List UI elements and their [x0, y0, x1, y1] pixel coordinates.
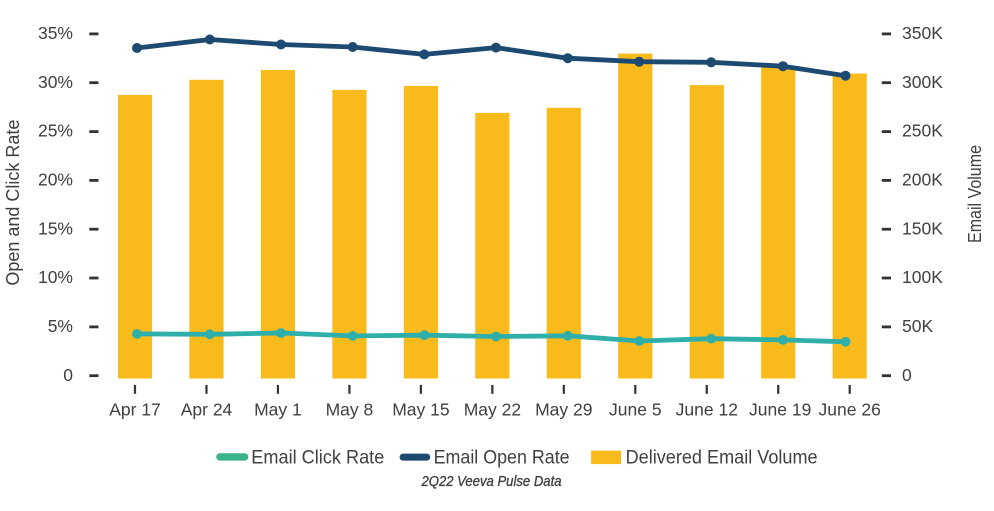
svg-text:30%: 30%: [38, 72, 73, 92]
svg-text:10%: 10%: [38, 267, 73, 287]
svg-text:Open and Click Rate: Open and Click Rate: [3, 120, 23, 286]
svg-text:Email Open Rate: Email Open Rate: [434, 448, 570, 469]
svg-text:350K: 350K: [902, 23, 943, 43]
svg-text:25%: 25%: [38, 121, 73, 141]
svg-text:5%: 5%: [48, 316, 73, 336]
svg-text:Email Volume: Email Volume: [965, 145, 985, 243]
svg-text:June 19: June 19: [749, 399, 811, 419]
svg-text:250K: 250K: [902, 121, 943, 141]
svg-text:May 29: May 29: [535, 399, 592, 419]
svg-text:Apr 17: Apr 17: [109, 399, 161, 419]
svg-text:15%: 15%: [38, 218, 73, 238]
svg-text:May 22: May 22: [464, 399, 521, 419]
svg-text:35%: 35%: [38, 23, 73, 43]
svg-text:300K: 300K: [902, 72, 943, 92]
svg-text:May 1: May 1: [254, 399, 302, 419]
svg-text:Email Click Rate: Email Click Rate: [251, 448, 384, 469]
svg-text:150K: 150K: [902, 218, 943, 238]
svg-text:200K: 200K: [902, 170, 943, 190]
svg-text:June 5: June 5: [609, 399, 662, 419]
svg-text:0: 0: [902, 365, 912, 385]
svg-text:Delivered Email Volume: Delivered Email Volume: [626, 448, 818, 469]
svg-text:0: 0: [63, 365, 73, 385]
svg-text:June 26: June 26: [819, 399, 881, 419]
svg-text:May 8: May 8: [326, 399, 374, 419]
svg-text:50K: 50K: [902, 316, 933, 336]
svg-text:20%: 20%: [38, 170, 73, 190]
svg-text:Apr 24: Apr 24: [181, 399, 233, 419]
svg-text:May 15: May 15: [392, 399, 449, 419]
svg-text:2Q22 Veeva Pulse Data: 2Q22 Veeva Pulse Data: [421, 473, 562, 490]
svg-text:100K: 100K: [902, 267, 943, 287]
svg-text:June 12: June 12: [676, 399, 738, 419]
